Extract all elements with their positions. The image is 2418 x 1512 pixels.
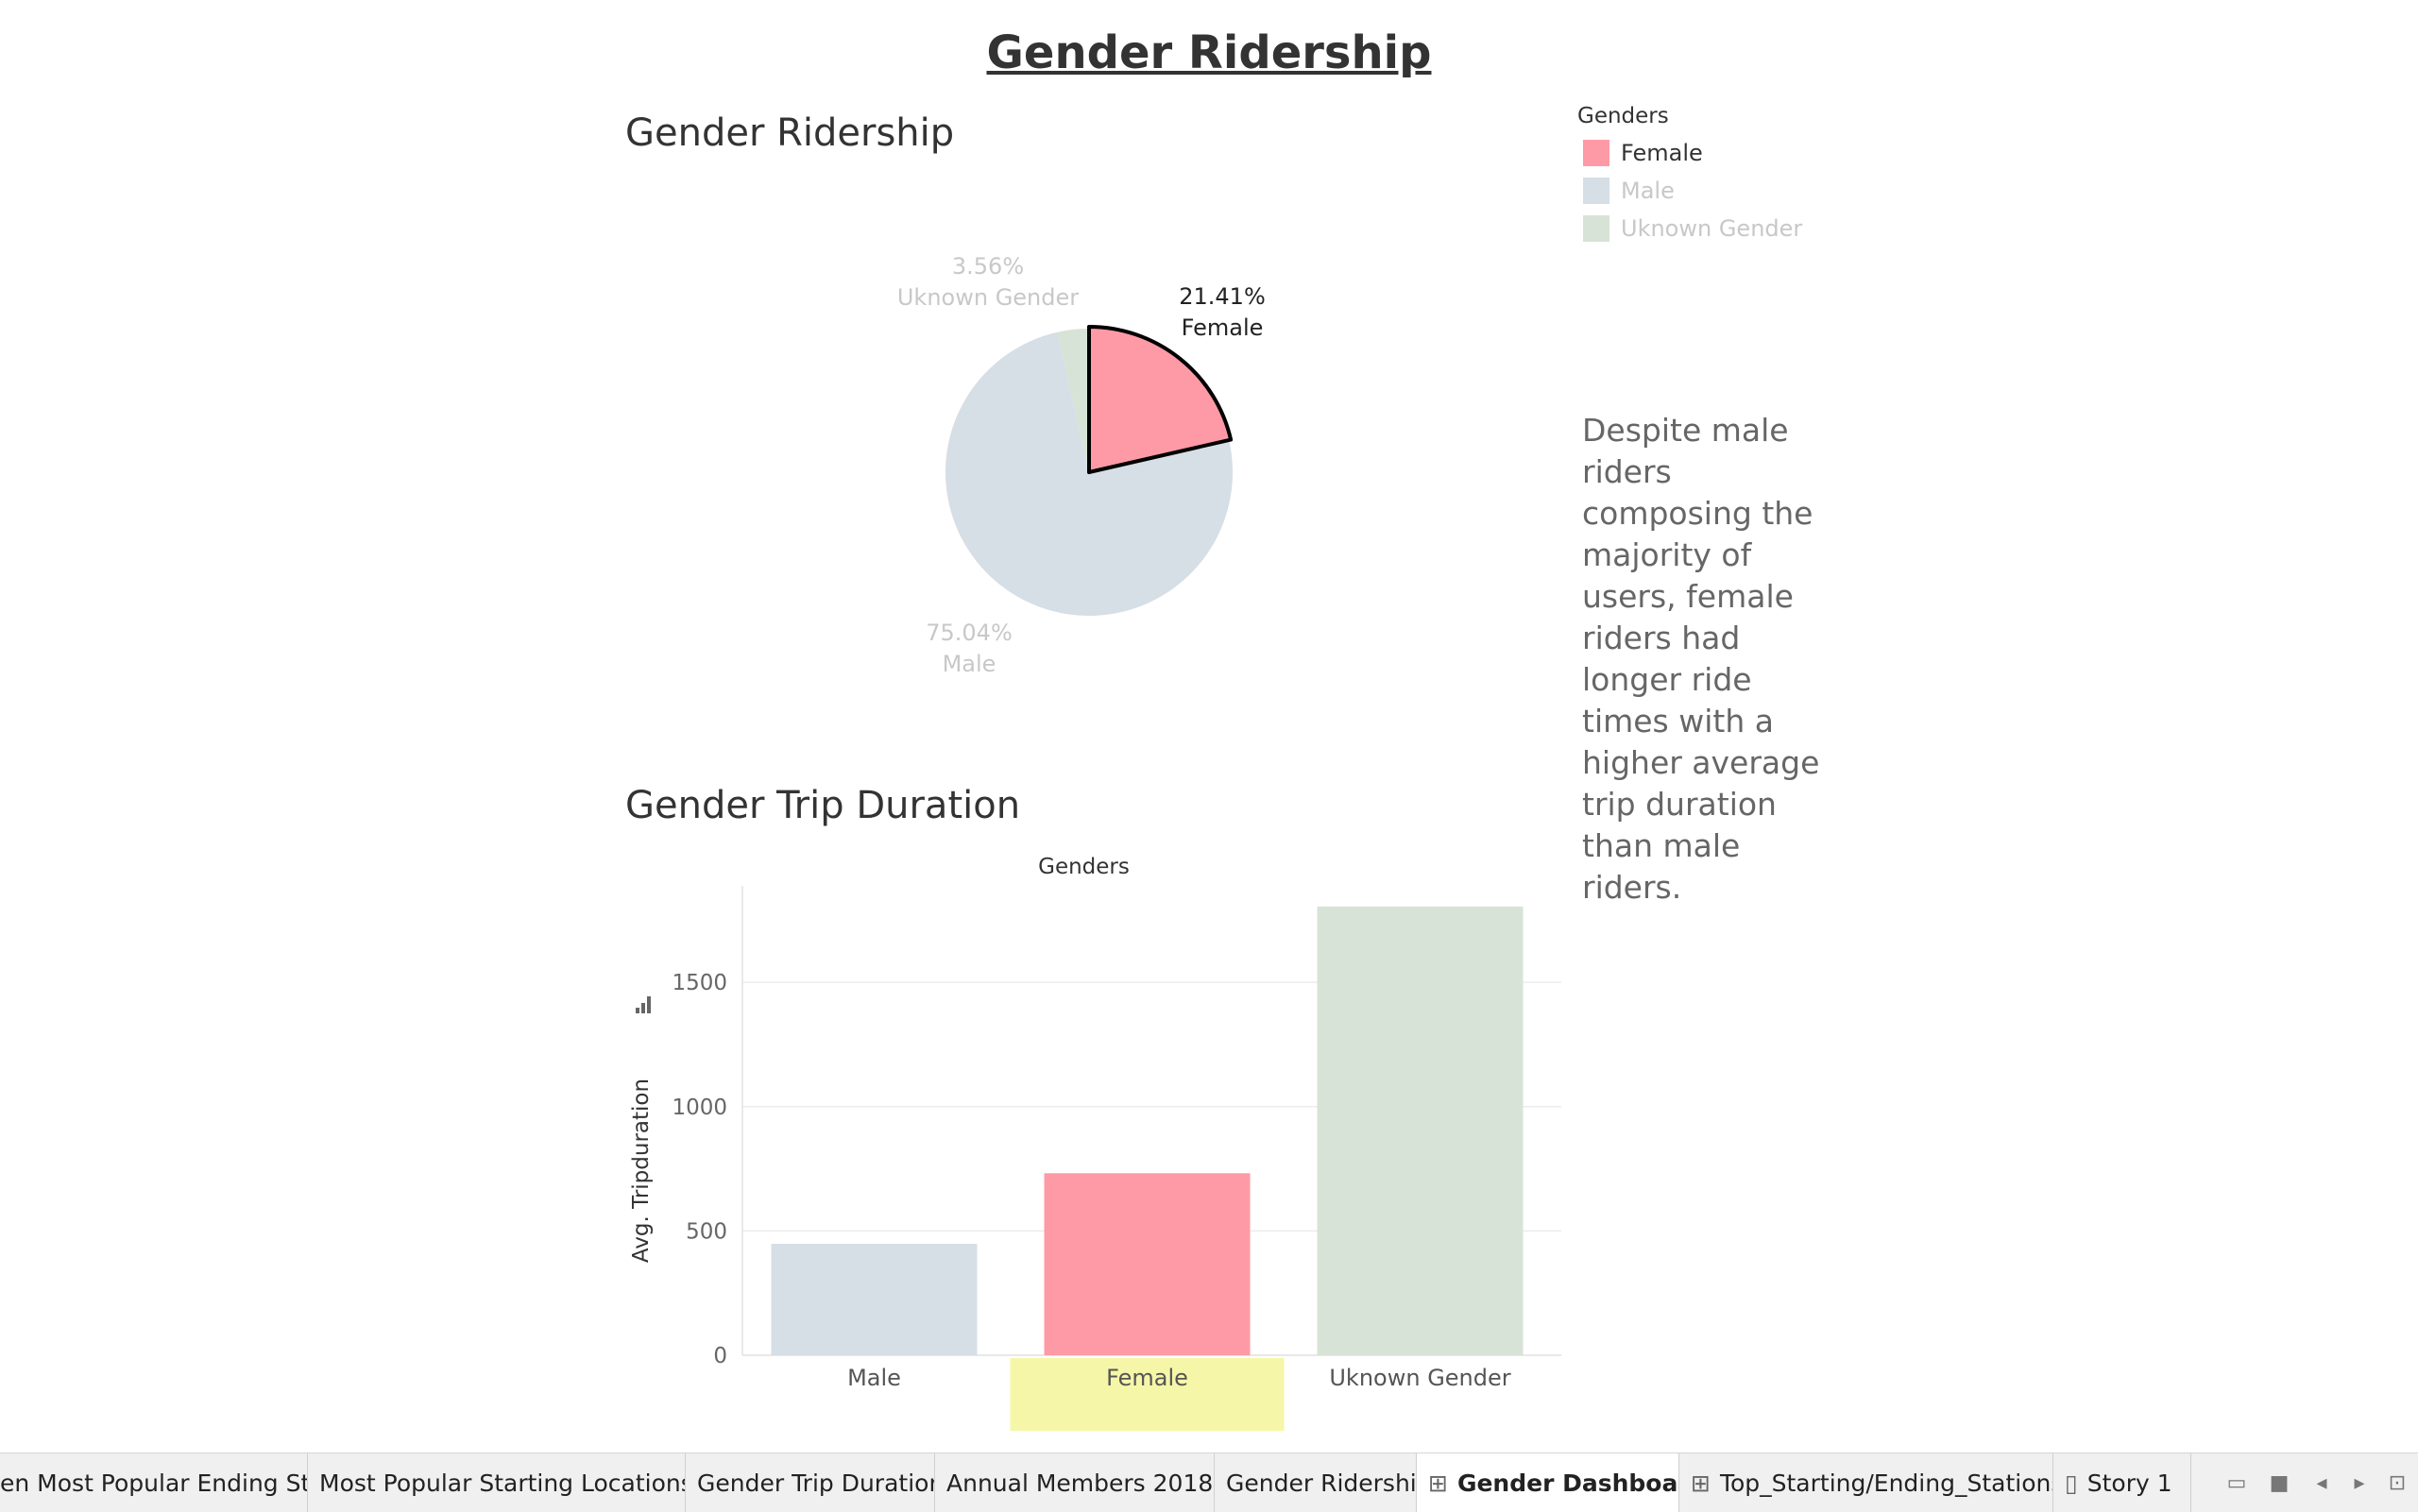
legend-title: Genders — [1577, 104, 1669, 128]
sheet-tab-label: Most Popular Starting Locations — [319, 1470, 686, 1497]
sheet-tab-story-1[interactable]: ▯ Story 1 — [2053, 1453, 2191, 1512]
bar-chart[interactable]: Genders 0 500 1000 1500 Avg. Tripduration Male… — [604, 841, 1587, 1445]
scroll-right-icon[interactable]: ▸ — [2342, 1453, 2376, 1512]
sheet-tab-label: Top_Starting/Ending_Stations — [1720, 1470, 2053, 1497]
pie-label-value-female: 21.41% — [1179, 283, 1266, 310]
sheet-tab-label: Annual Members 2018 — [946, 1470, 1213, 1497]
bar-uknown-gender[interactable] — [1318, 907, 1524, 1355]
scroll-left-icon[interactable]: ◂ — [2305, 1453, 2339, 1512]
pie-chart-title: Gender Ridership — [625, 111, 954, 155]
sheet-tab-label: Gender Dashboard — [1457, 1470, 1679, 1497]
legend-label-unknown: Uknown Gender — [1621, 215, 1802, 242]
y-tick-label: 0 — [713, 1344, 727, 1368]
legend-swatch-female — [1583, 140, 1609, 166]
sheet-tab-label: en Most Popular Ending St... — [0, 1470, 308, 1497]
legend-item-unknown[interactable]: Uknown Gender — [1583, 214, 1802, 243]
pie-label-name-uknown-gender: Uknown Gender — [897, 284, 1079, 311]
show-filmstrip-icon[interactable]: ▭ — [2220, 1453, 2254, 1512]
sheet-tab-gender-trip-duration[interactable]: Gender Trip Duration — [686, 1453, 935, 1512]
bar-male[interactable] — [772, 1244, 978, 1355]
story-icon: ▯ — [2065, 1470, 2078, 1497]
x-tick-label-female[interactable]: Female — [1106, 1365, 1188, 1391]
sheet-tab-label: Gender Ridership — [1226, 1470, 1417, 1497]
bar-chart-header: Genders — [1038, 855, 1130, 879]
sheet-tab-annual-members-2018[interactable]: Annual Members 2018 — [935, 1453, 1215, 1512]
sheet-tab-top-starting-ending-stations[interactable]: ⊞ Top_Starting/Ending_Stations — [1679, 1453, 2053, 1512]
pie-chart[interactable]: 21.41% Female 75.04% Male 3.56% Uknown Gender — [850, 246, 1360, 680]
y-axis-label: Avg. Tripduration — [629, 1079, 654, 1263]
show-sheet-icon[interactable]: ■ — [2262, 1453, 2296, 1512]
sheet-tab-gender-dashboard[interactable]: ⊞ Gender Dashboard — [1417, 1453, 1679, 1512]
pie-label-value-male: 75.04% — [926, 620, 1013, 646]
sheet-tab-bar: en Most Popular Ending St... Most Popular… — [0, 1453, 2418, 1512]
legend-item-female[interactable]: Female — [1583, 139, 1703, 167]
y-tick-label: 1500 — [672, 971, 727, 995]
sheet-tab-label: Gender Trip Duration — [697, 1470, 935, 1497]
pie-label-name-male: Male — [943, 651, 996, 677]
sort-icon[interactable] — [636, 996, 651, 1013]
annotation-text: Despite male riders composing the majori… — [1582, 410, 1837, 909]
sheet-tab-en-most-popular-ending-st[interactable]: en Most Popular Ending St... — [0, 1453, 308, 1512]
sheet-tab-most-popular-starting-locations[interactable]: Most Popular Starting Locations — [308, 1453, 686, 1512]
x-tick-label-uknown-gender[interactable]: Uknown Gender — [1329, 1365, 1510, 1391]
dashboard-icon: ⊞ — [1691, 1470, 1711, 1497]
y-tick-label: 500 — [686, 1219, 727, 1244]
x-tick-label-male[interactable]: Male — [847, 1365, 901, 1391]
pie-label-value-uknown-gender: 3.56% — [952, 253, 1024, 280]
legend-swatch-male — [1583, 178, 1609, 204]
pie-label-name-female: Female — [1182, 314, 1264, 341]
dashboard-icon: ⊞ — [1428, 1470, 1448, 1497]
legend-item-male[interactable]: Male — [1583, 177, 1675, 205]
legend-label-male: Male — [1621, 178, 1675, 204]
bar-chart-title: Gender Trip Duration — [625, 784, 1020, 827]
presentation-mode-icon[interactable]: ⊡ — [2380, 1453, 2414, 1512]
y-tick-label: 1000 — [672, 1096, 727, 1120]
sheet-tab-label: Story 1 — [2087, 1470, 2172, 1497]
bar-female[interactable] — [1045, 1173, 1251, 1355]
legend-label-female: Female — [1621, 140, 1703, 166]
legend-swatch-unknown — [1583, 215, 1609, 242]
dashboard-title: Gender Ridership — [0, 26, 2418, 79]
sheet-tab-gender-ridership[interactable]: Gender Ridership — [1215, 1453, 1417, 1512]
